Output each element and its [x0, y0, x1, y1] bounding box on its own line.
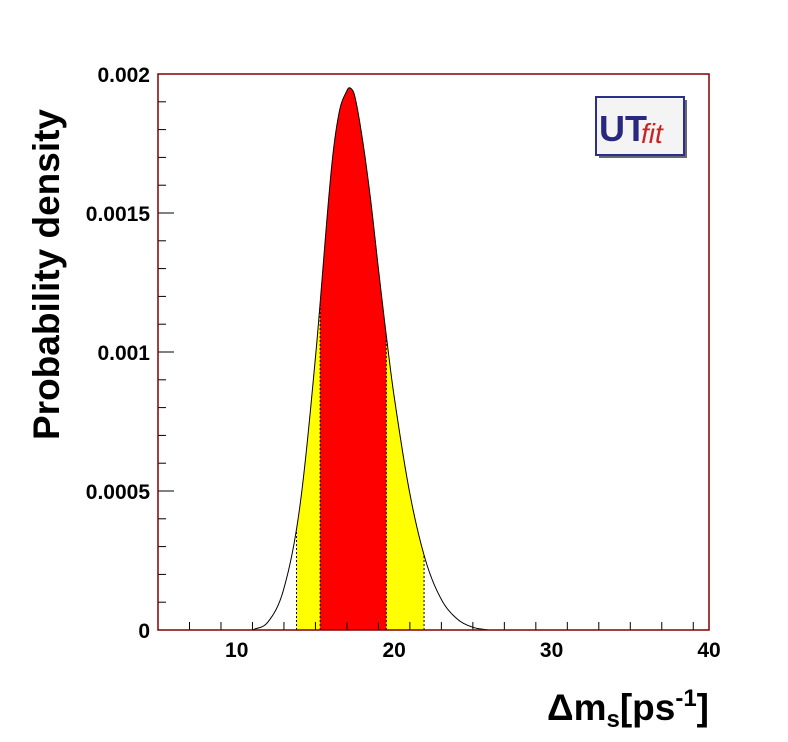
y-tick-label: 0.001 [97, 342, 150, 365]
logo-sub-text: fit [641, 118, 664, 149]
x-axis-title: Δms[ps-1] [547, 685, 709, 733]
x-axis-unit-close: ] [697, 687, 709, 728]
plot-frame [157, 73, 710, 631]
x-axis-symbol: Δm [547, 687, 607, 728]
interval-68-fill [320, 87, 387, 630]
x-tick-label: 30 [540, 639, 563, 662]
x-tick-label: 20 [382, 639, 405, 662]
y-tick-label: 0.0005 [86, 481, 151, 504]
y-axis-title: Probability density [26, 109, 67, 440]
y-tick-label: 0.0015 [86, 203, 151, 226]
x-axis-subscript: s [606, 706, 619, 733]
probability-curve [158, 87, 709, 631]
axis-ticks: 10 20 30 40 0 0.0005 0.001 0.0015 0.002 [86, 64, 721, 662]
y-tick-label: 0 [138, 620, 150, 643]
x-axis-unit-open: [ps [620, 687, 676, 728]
utfit-logo: UT fit [595, 96, 687, 158]
x-tick-label: 10 [225, 639, 248, 662]
interval-fills [296, 87, 425, 630]
y-tick-label: 0.002 [97, 64, 150, 87]
x-axis-unit-exponent: -1 [675, 685, 696, 712]
logo-main-text: UT [599, 108, 647, 149]
x-tick-label: 40 [697, 639, 720, 662]
